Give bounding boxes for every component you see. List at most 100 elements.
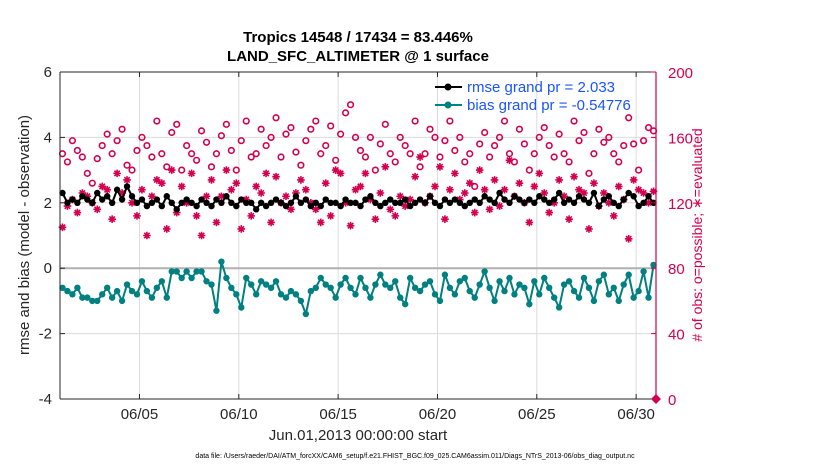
- bias-point: [302, 310, 310, 318]
- bias-point: [382, 281, 389, 288]
- rmse-point: [436, 202, 444, 210]
- possible-obs-point: [615, 158, 623, 166]
- bias-point: [630, 294, 637, 301]
- evaluated-obs-point: [252, 182, 260, 191]
- x-tick-label: 06/25: [518, 406, 556, 423]
- bias-point: [536, 291, 543, 298]
- bias-point: [585, 284, 593, 292]
- bias-point: [118, 297, 126, 305]
- evaluated-obs-point: [326, 212, 335, 220]
- bias-point: [59, 284, 66, 292]
- bias-point: [94, 297, 101, 305]
- rmse-point: [496, 189, 503, 197]
- evaluated-obs-point: [192, 212, 201, 220]
- evaluated-obs-point: [401, 202, 409, 210]
- possible-obs-point: [560, 150, 568, 158]
- evaluated-obs-point: [272, 172, 280, 181]
- evaluated-obs-point: [242, 195, 251, 204]
- rmse-point: [565, 196, 573, 203]
- possible-obs-point: [620, 141, 628, 150]
- legend-bias-marker: [444, 101, 452, 109]
- evaluated-obs-point: [560, 192, 568, 201]
- rmse-point: [69, 196, 76, 203]
- rmse-point: [605, 193, 613, 200]
- possible-obs-point: [207, 163, 216, 171]
- possible-obs-point: [302, 137, 310, 145]
- possible-obs-point: [456, 133, 464, 141]
- rmse-point: [575, 193, 583, 200]
- possible-obs-point: [386, 150, 394, 158]
- bias-point: [471, 294, 478, 301]
- bias-point: [277, 291, 285, 298]
- bias-point: [362, 284, 369, 292]
- rmse-point: [431, 199, 439, 206]
- evaluated-obs-point: [346, 221, 355, 230]
- evaluated-obs-point: [321, 179, 330, 187]
- evaluated-obs-point: [217, 192, 226, 201]
- bias-point: [267, 284, 275, 292]
- chart-title-line-2: LAND_SFC_ALTIMETER @ 1 surface: [227, 48, 489, 65]
- possible-obs-point: [639, 137, 648, 145]
- rmse-point: [208, 202, 215, 210]
- rmse-point: [113, 186, 121, 193]
- possible-obs-point: [361, 153, 370, 161]
- evaluated-obs-point: [162, 225, 171, 233]
- rmse-point: [610, 199, 617, 206]
- bias-point: [466, 287, 473, 295]
- bias-point: [108, 294, 116, 301]
- possible-obs-point: [202, 138, 211, 146]
- evaluated-obs-point: [316, 218, 325, 227]
- rmse-point: [580, 196, 588, 203]
- bias-point: [332, 294, 339, 301]
- possible-obs-point: [461, 158, 469, 166]
- possible-obs-point: [277, 153, 285, 161]
- rmse-point: [377, 202, 384, 210]
- possible-obs-point: [481, 128, 489, 137]
- bias-point: [148, 294, 156, 301]
- evaluated-obs-point: [366, 195, 375, 204]
- evaluated-obs-point: [431, 182, 439, 191]
- bias-point: [411, 284, 419, 292]
- rmse-point: [238, 196, 245, 203]
- rmse-point: [138, 196, 146, 203]
- possible-obs-point: [108, 150, 116, 158]
- bias-point: [590, 297, 598, 305]
- possible-obs-point: [505, 150, 514, 158]
- evaluated-obs-point: [505, 156, 514, 165]
- bias-point: [64, 287, 71, 295]
- evaluated-obs-point: [570, 172, 578, 181]
- bias-point: [367, 294, 374, 301]
- possible-obs-point: [103, 130, 111, 138]
- rmse-point: [362, 196, 369, 203]
- evaluated-obs-point: [182, 199, 191, 207]
- rmse-point: [511, 193, 518, 200]
- possible-obs-point: [570, 117, 578, 125]
- possible-obs-point: [515, 125, 524, 133]
- rmse-point: [233, 202, 240, 210]
- rmse-point: [248, 199, 255, 206]
- possible-obs-point: [476, 140, 484, 148]
- bias-point: [357, 274, 364, 282]
- rmse-point: [103, 193, 111, 200]
- evaluated-obs-point: [456, 195, 464, 204]
- possible-obs-point: [232, 166, 240, 174]
- rmse-point: [332, 199, 339, 206]
- evaluated-obs-point: [639, 189, 648, 197]
- rmse-point: [89, 199, 96, 206]
- possible-obs-point: [565, 158, 573, 166]
- y-tick-label-left: 2: [44, 195, 52, 212]
- y-tick-label-left: 4: [44, 129, 52, 146]
- bias-point: [511, 291, 518, 298]
- rmse-point: [620, 196, 627, 203]
- bias-point: [228, 284, 235, 292]
- rmse-point: [466, 199, 473, 206]
- evaluated-obs-point: [158, 179, 166, 187]
- evaluated-obs-point: [287, 205, 295, 214]
- possible-obs-point: [421, 150, 429, 158]
- bias-point: [262, 281, 270, 288]
- possible-obs-point: [272, 114, 280, 122]
- possible-obs-point: [495, 133, 504, 141]
- rmse-point: [392, 199, 399, 206]
- bias-point: [198, 268, 205, 275]
- bias-point: [600, 271, 608, 278]
